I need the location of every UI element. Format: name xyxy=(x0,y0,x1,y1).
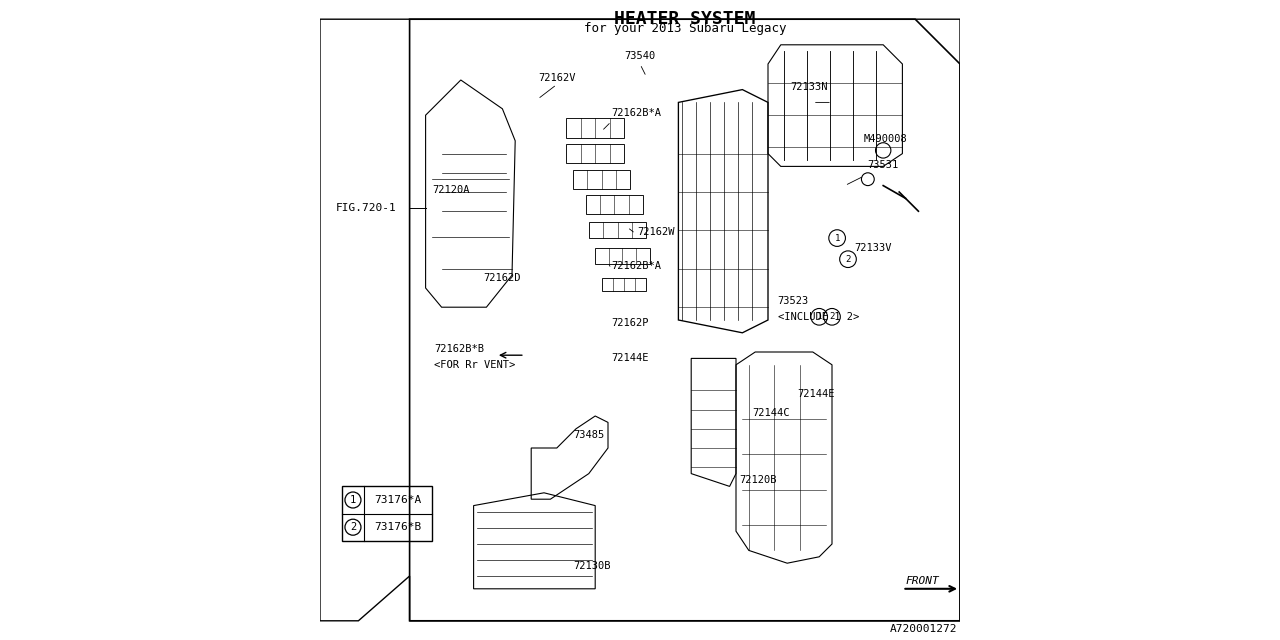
Text: 73531: 73531 xyxy=(868,159,899,170)
Text: 1: 1 xyxy=(349,495,356,505)
Text: 72162V: 72162V xyxy=(538,73,576,83)
Text: 72162P: 72162P xyxy=(612,318,649,328)
Text: HEATER SYSTEM: HEATER SYSTEM xyxy=(614,10,755,28)
Text: 73176*B: 73176*B xyxy=(374,522,421,532)
Text: 72162W: 72162W xyxy=(637,227,675,237)
Text: M490008: M490008 xyxy=(864,134,908,144)
Text: 72144C: 72144C xyxy=(753,408,790,418)
Text: 2: 2 xyxy=(349,522,356,532)
Text: 72162B*B: 72162B*B xyxy=(434,344,484,354)
Text: FIG.720-1: FIG.720-1 xyxy=(335,203,397,213)
Text: 2: 2 xyxy=(829,312,835,321)
Text: 72144E: 72144E xyxy=(612,353,649,364)
Text: 72133V: 72133V xyxy=(855,243,892,253)
Text: 72130B: 72130B xyxy=(573,561,611,572)
Text: 72162B*A: 72162B*A xyxy=(612,108,662,118)
Text: 73523: 73523 xyxy=(777,296,809,306)
Text: 72133N: 72133N xyxy=(791,82,828,92)
Text: 73176*A: 73176*A xyxy=(374,495,421,505)
Text: <INCLUDE 1 2>: <INCLUDE 1 2> xyxy=(777,312,859,322)
Text: 72162D: 72162D xyxy=(484,273,521,284)
Text: 1: 1 xyxy=(817,312,822,321)
Text: 72144E: 72144E xyxy=(796,388,835,399)
Text: 1: 1 xyxy=(835,234,840,243)
Text: for your 2013 Subaru Legacy: for your 2013 Subaru Legacy xyxy=(584,22,786,35)
Text: <FOR Rr VENT>: <FOR Rr VENT> xyxy=(434,360,515,370)
Text: A720001272: A720001272 xyxy=(890,623,957,634)
Text: 73485: 73485 xyxy=(573,430,604,440)
Text: 72120A: 72120A xyxy=(433,185,470,195)
Text: 72120B: 72120B xyxy=(740,475,777,485)
Text: 73540: 73540 xyxy=(625,51,655,61)
Text: FRONT: FRONT xyxy=(906,575,940,586)
Text: 72162B*A: 72162B*A xyxy=(612,260,662,271)
Text: 2: 2 xyxy=(845,255,851,264)
Bar xyxy=(343,486,433,541)
